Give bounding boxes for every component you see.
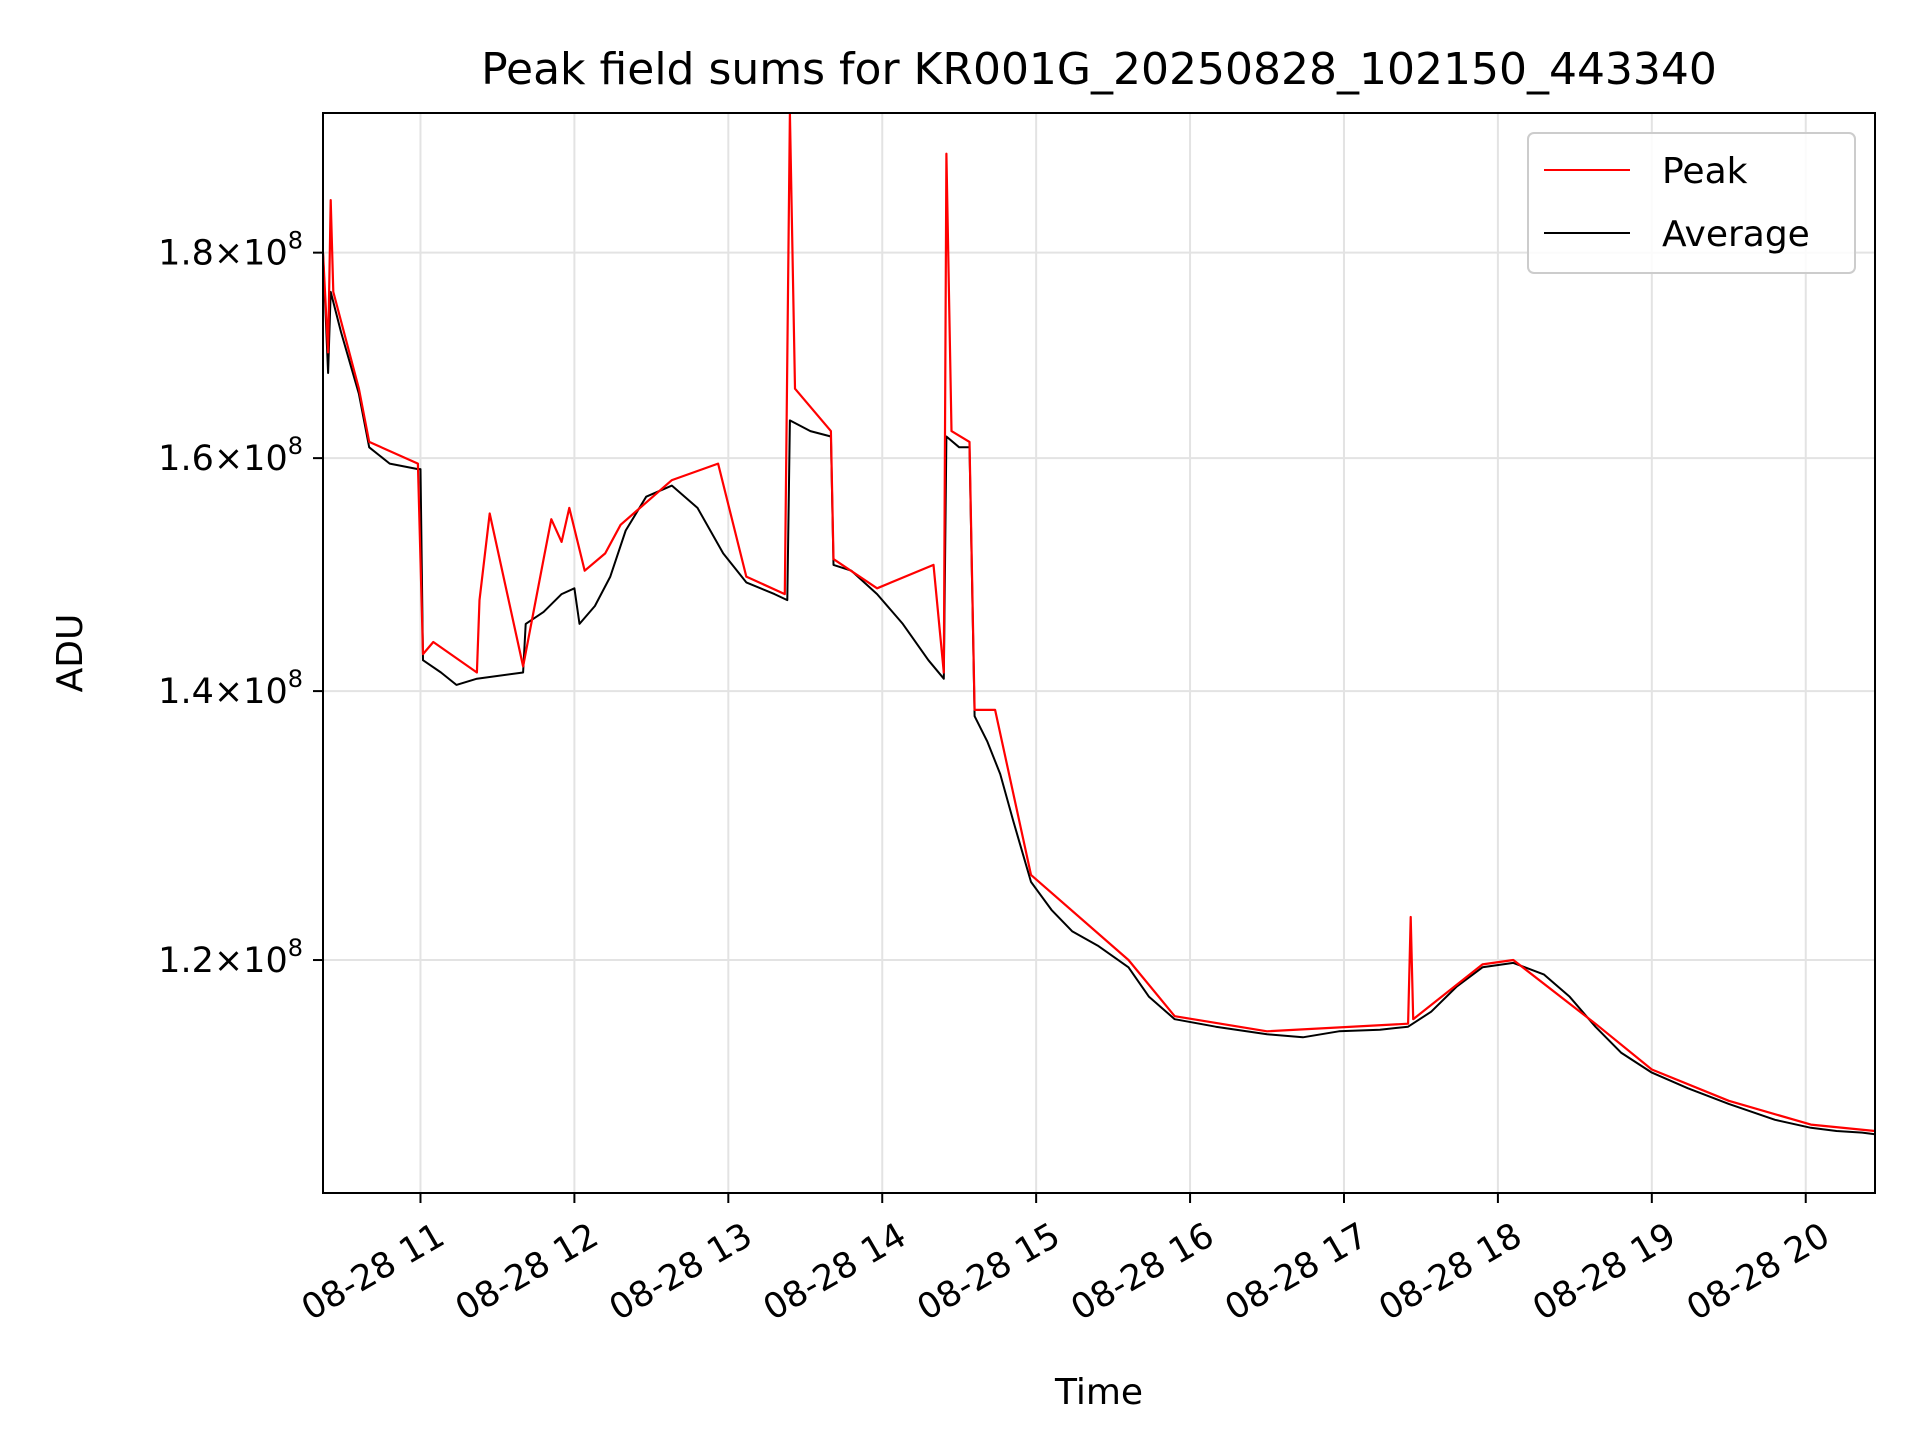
y-tick-label: 1.8×108 [158,227,303,274]
legend-box [1527,132,1856,274]
x-tick-label: 08-28 11 [295,1216,451,1329]
legend: Peak Average [1527,132,1856,274]
x-tick-label: 08-28 20 [1680,1216,1836,1329]
chart-title: Peak field sums for KR001G_20250828_1021… [481,44,1717,95]
x-tick-label: 08-28 13 [603,1216,759,1329]
x-tick-label: 08-28 16 [1065,1216,1221,1329]
gridlines [323,113,1875,1193]
x-tick-label: 08-28 14 [757,1216,913,1329]
series-lines [323,113,1875,1136]
y-axis-label: ADU [50,614,91,693]
y-tick-label: 1.4×108 [158,665,303,712]
x-tick-label: 08-28 12 [449,1216,605,1329]
y-axis-ticks: 1.2×108 1.4×108 1.6×108 1.8×108 [158,227,323,981]
y-tick-label: 1.2×108 [158,934,303,981]
series-peak-line [323,113,1875,1133]
x-tick-label: 08-28 15 [911,1216,1067,1329]
x-tick-label: 08-28 18 [1373,1216,1529,1329]
x-tick-label: 08-28 19 [1526,1216,1682,1329]
legend-average-label: Average [1662,214,1810,255]
plot-frame [322,112,1876,1194]
x-axis-label: Time [1054,1372,1143,1413]
series-average-line [323,252,1875,1136]
legend-peak-label: Peak [1662,151,1748,192]
y-tick-label: 1.6×108 [158,432,303,479]
x-tick-label: 08-28 17 [1219,1216,1375,1329]
